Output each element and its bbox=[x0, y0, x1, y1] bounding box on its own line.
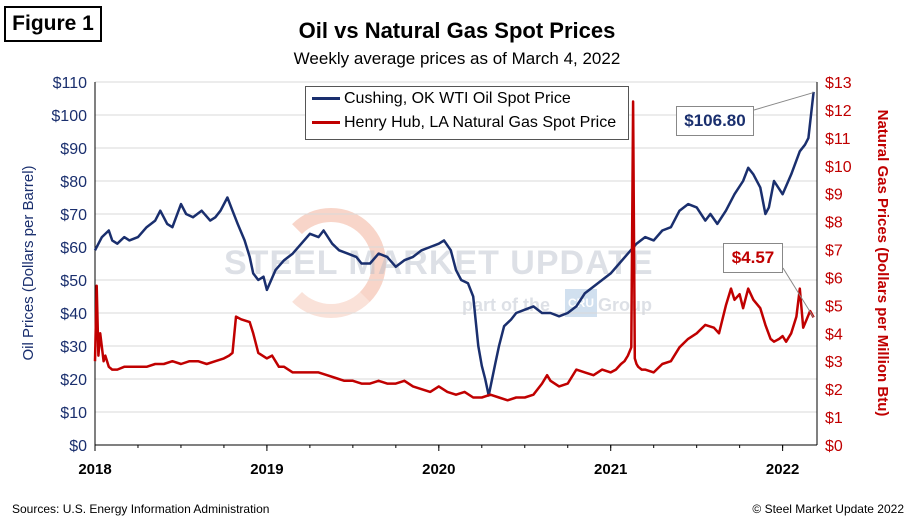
y-tick-label: $10 bbox=[60, 405, 87, 422]
watermark-part-of: part of the bbox=[462, 295, 550, 315]
x-tick-label: 2020 bbox=[422, 461, 455, 478]
y-tick-label: $40 bbox=[60, 306, 87, 323]
legend-item-oil: Cushing, OK WTI Oil Spot Price bbox=[312, 90, 571, 114]
legend-swatch-gas bbox=[312, 121, 340, 125]
y-tick-label: $100 bbox=[51, 108, 87, 125]
legend-label-oil: Cushing, OK WTI Oil Spot Price bbox=[344, 90, 571, 107]
y2-tick-label: $2 bbox=[825, 382, 843, 399]
y-tick-label: $110 bbox=[53, 75, 88, 92]
y2-tick-label: $12 bbox=[825, 103, 852, 120]
y2-tick-label: $8 bbox=[825, 215, 843, 232]
oil-price-line bbox=[93, 91, 815, 397]
legend-item-gas: Henry Hub, LA Natural Gas Spot Price bbox=[312, 114, 616, 138]
y-tick-label: $90 bbox=[60, 141, 87, 158]
y2-tick-label: $7 bbox=[825, 243, 843, 260]
y2-tick-label: $6 bbox=[825, 270, 843, 287]
chart-subtitle: Weekly average prices as of March 4, 202… bbox=[293, 49, 621, 68]
y-tick-label: $30 bbox=[60, 339, 87, 356]
gas-value-callout: $4.57 bbox=[723, 243, 783, 273]
legend-label-gas: Henry Hub, LA Natural Gas Spot Price bbox=[344, 114, 617, 131]
x-tick-label: 2022 bbox=[766, 461, 799, 478]
x-tick-label: 2019 bbox=[250, 461, 283, 478]
y-tick-label: $0 bbox=[69, 438, 87, 455]
y-tick-label: $50 bbox=[60, 273, 87, 290]
gas-price-line bbox=[93, 100, 815, 402]
y-tick-label: $20 bbox=[60, 372, 87, 389]
y2-tick-label: $13 bbox=[825, 75, 852, 92]
source-note: Sources: U.S. Energy Information Adminis… bbox=[12, 502, 270, 516]
y2-axis-title: Natural Gas Prices (Dollars per Million … bbox=[874, 110, 891, 417]
y2-tick-label: $4 bbox=[825, 326, 843, 343]
x-tick-label: 2018 bbox=[78, 461, 111, 478]
chart-title: Oil vs Natural Gas Spot Prices bbox=[298, 18, 616, 43]
figure-label: Figure 1 bbox=[4, 6, 102, 42]
y-tick-label: $70 bbox=[60, 207, 87, 224]
oil-callout-pointer bbox=[753, 92, 814, 111]
legend-swatch-oil bbox=[312, 97, 340, 101]
y-tick-label: $60 bbox=[60, 240, 87, 257]
y2-tick-label: $3 bbox=[825, 354, 843, 371]
y2-tick-label: $0 bbox=[825, 438, 843, 455]
y2-tick-label: $1 bbox=[825, 410, 843, 427]
copyright-note: © Steel Market Update 2022 bbox=[752, 502, 904, 516]
y2-tick-label: $11 bbox=[825, 131, 851, 148]
gas-callout-pointer bbox=[782, 267, 814, 318]
x-tick-label: 2021 bbox=[594, 461, 627, 478]
oil-value-callout: $106.80 bbox=[676, 106, 754, 136]
y-tick-label: $80 bbox=[60, 174, 87, 191]
y-axis-title: Oil Prices (Dollars per Barrel) bbox=[20, 165, 37, 360]
y2-tick-label: $9 bbox=[825, 187, 843, 204]
watermark-group: Group bbox=[598, 295, 652, 315]
legend: Cushing, OK WTI Oil Spot Price Henry Hub… bbox=[305, 86, 629, 140]
y2-tick-label: $10 bbox=[825, 159, 852, 176]
y2-tick-label: $5 bbox=[825, 298, 843, 315]
